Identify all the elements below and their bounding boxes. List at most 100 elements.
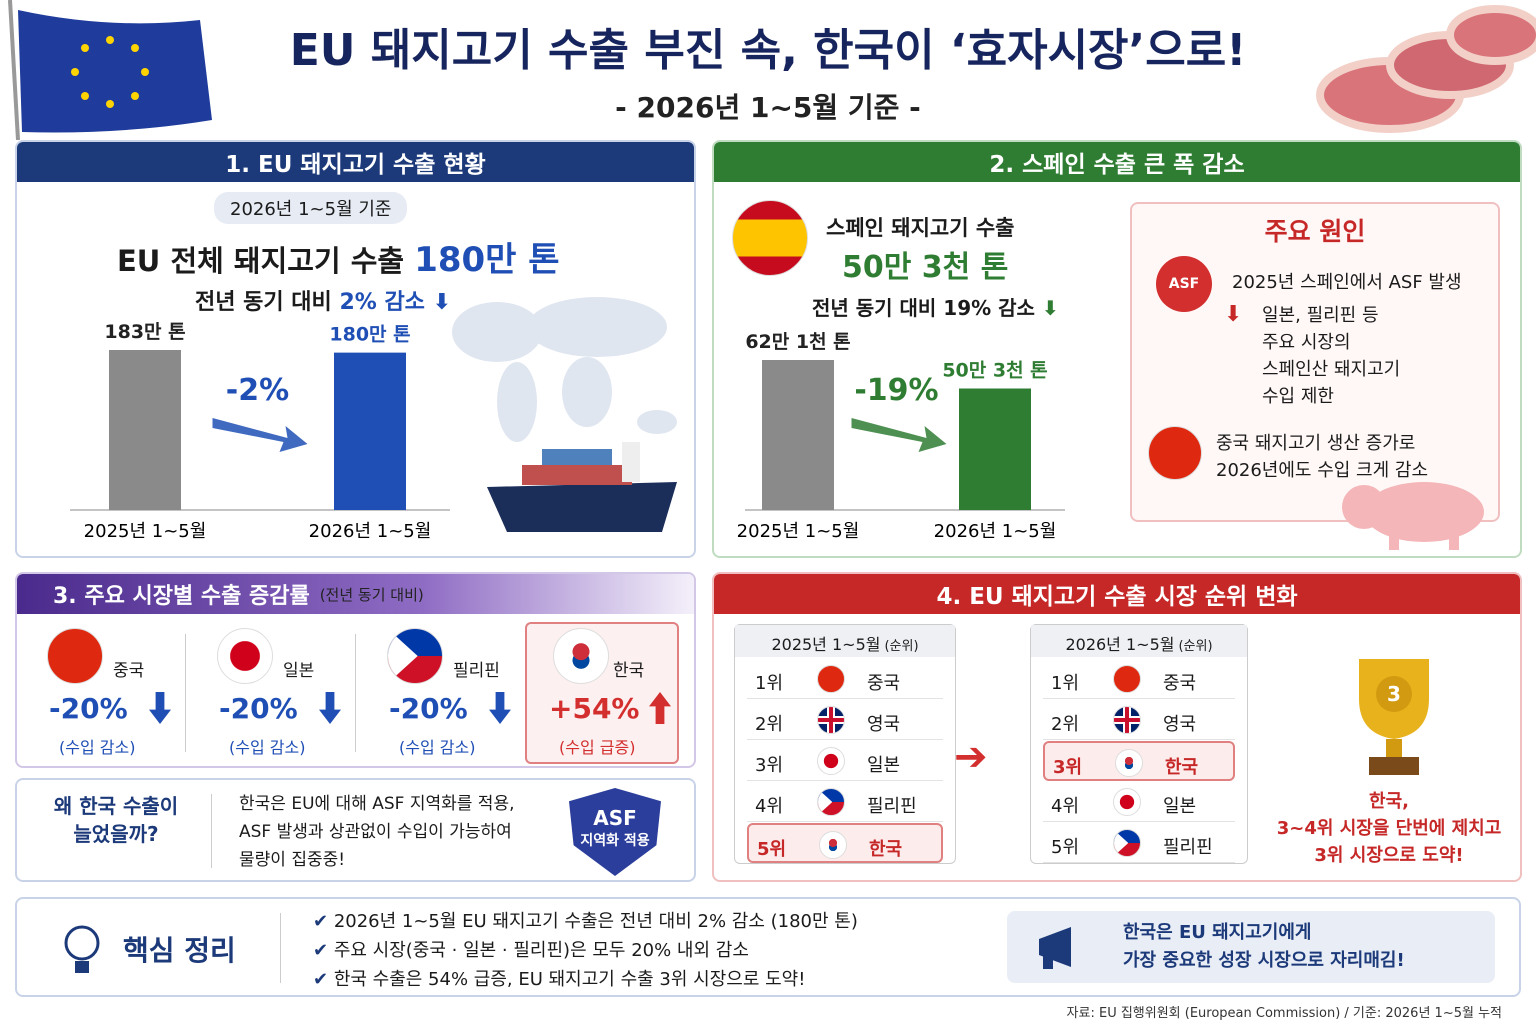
highlight-line: 3위 시장으로 도약! bbox=[1314, 845, 1464, 866]
rank: 4위 bbox=[1051, 796, 1080, 817]
bulb-icon bbox=[64, 925, 100, 973]
panel-title: 4. EU 돼지고기 수출 시장 순위 변화 bbox=[714, 574, 1520, 614]
decoration bbox=[497, 362, 537, 442]
change-text: 전년 동기 대비 19% 감소 bbox=[812, 296, 1035, 320]
decoration bbox=[562, 357, 612, 427]
flag-japan bbox=[217, 628, 273, 684]
asf-shield: ASF 지역화 적용 bbox=[569, 788, 661, 876]
flag bbox=[1113, 829, 1141, 857]
rank-row: 3위 일본 bbox=[747, 741, 943, 781]
summary-text: 주요 시장(중국 · 일본 · 필리핀)은 모두 20% 내외 감소 bbox=[333, 940, 749, 961]
change-label: -19% bbox=[854, 373, 938, 408]
flag-philippines bbox=[387, 628, 443, 684]
table-note: (순위) bbox=[884, 639, 919, 654]
change-arrow bbox=[319, 692, 341, 724]
why-text: 한국은 EU에 대해 ASF 지역화를 적용, ASF 발생과 상관없이 수입이 … bbox=[239, 790, 515, 874]
decoration bbox=[1446, 5, 1536, 65]
decoration bbox=[75, 961, 89, 973]
shield-line: 지역화 적용 bbox=[580, 833, 650, 849]
category-label: 2025년 1~5월 bbox=[737, 521, 860, 542]
summary: 핵심 정리 ✔ 2026년 1~5월 EU 돼지고기 수출은 전년 대비 2% … bbox=[15, 897, 1521, 997]
decoration bbox=[452, 302, 542, 362]
why-line: 한국은 EU에 대해 ASF 지역화를 적용, bbox=[239, 794, 515, 814]
callout-line: 한국은 EU 돼지고기에게 bbox=[1123, 922, 1312, 943]
flag bbox=[817, 788, 845, 816]
bar bbox=[959, 388, 1031, 510]
headline-text: EU 전체 돼지고기 수출 bbox=[117, 244, 405, 278]
rank: 1위 bbox=[755, 673, 784, 694]
market-note: (수입 감소) bbox=[399, 738, 476, 757]
trophy-label: 3 bbox=[1387, 682, 1401, 706]
change-label: -2% bbox=[226, 373, 289, 408]
market-note: (수입 감소) bbox=[59, 738, 136, 757]
market-name: 일본 bbox=[283, 661, 315, 681]
flag-spain bbox=[732, 200, 808, 276]
decoration bbox=[280, 913, 281, 983]
rank: 5위 bbox=[757, 839, 787, 860]
country: 필리핀 bbox=[867, 796, 917, 817]
pig bbox=[1342, 482, 1484, 550]
decoration bbox=[1342, 485, 1386, 529]
decoration bbox=[18, 10, 212, 133]
bar-chart: 62만 1천 톤 2025년 1~5월 50만 3천 톤 2026년 1~5월 -19% bbox=[737, 331, 1065, 542]
panel-title: 2. 스페인 수출 큰 폭 감소 bbox=[714, 142, 1520, 182]
decoration bbox=[1043, 955, 1053, 969]
rank-row: 2위 영국 bbox=[1043, 700, 1235, 740]
country: 한국 bbox=[869, 839, 903, 860]
cause: 중국 돼지고기 생산 증가로 2026년에도 수입 크게 감소 bbox=[1216, 430, 1428, 484]
question-line: 왜 한국 수출이 bbox=[53, 794, 179, 818]
rank-row: 4위 필리핀 bbox=[747, 782, 943, 822]
why-question: 왜 한국 수출이 늘었을까? bbox=[31, 792, 201, 848]
flag bbox=[819, 831, 847, 859]
market-name: 한국 bbox=[613, 661, 645, 681]
callout: 한국은 EU 돼지고기에게 가장 중요한 성장 시장으로 자리매김! bbox=[1007, 911, 1495, 983]
country: 필리핀 bbox=[1163, 837, 1213, 858]
panel-title-text: 3. 주요 시장별 수출 증감률 bbox=[53, 584, 310, 609]
rank: 5위 bbox=[1051, 837, 1080, 858]
flag-china bbox=[47, 628, 103, 684]
country: 영국 bbox=[1163, 714, 1197, 735]
decoration bbox=[64, 925, 100, 961]
eu-flag bbox=[8, 0, 212, 140]
decoration bbox=[185, 634, 186, 752]
highlight-line: 3~4위 시장을 단번에 제치고 bbox=[1276, 818, 1502, 839]
flag-china bbox=[1148, 426, 1202, 480]
headline: 스페인 돼지고기 수출 bbox=[826, 216, 1015, 240]
market-value: -20% bbox=[219, 692, 298, 725]
decoration bbox=[1364, 482, 1484, 542]
cause: 2025년 스페인에서 ASF 발생 bbox=[1232, 272, 1462, 293]
decoration bbox=[8, 0, 20, 140]
market-name: 필리핀 bbox=[453, 661, 500, 681]
decoration bbox=[106, 100, 114, 108]
decoration bbox=[131, 44, 139, 52]
decoration: ⬇ bbox=[432, 290, 452, 315]
decoration: ⬇ bbox=[1041, 296, 1059, 320]
cause: 일본, 필리핀 등 주요 시장의 스페인산 돼지고기 수입 제한 bbox=[1262, 302, 1400, 410]
decoration bbox=[211, 794, 212, 868]
decoration bbox=[71, 68, 79, 76]
decoration bbox=[355, 634, 356, 752]
decoration bbox=[542, 449, 612, 465]
cause-line: 일본, 필리핀 등 bbox=[1262, 305, 1379, 326]
summary-text: 한국 수출은 54% 급증, EU 돼지고기 수출 3위 시장으로 도약! bbox=[333, 969, 806, 990]
panel-spain: 2. 스페인 수출 큰 폭 감소 스페인 돼지고기 수출 50만 3천 톤 전년… bbox=[712, 140, 1522, 558]
table-period: 2025년 1~5월 bbox=[771, 635, 881, 654]
pork-image bbox=[1316, 5, 1536, 133]
country: 중국 bbox=[1163, 673, 1197, 694]
decoration bbox=[131, 92, 139, 100]
rank-table: 2025년 1~5월 (순위) 1위 중국 2위 영국 3위 일본 4위 필리핀 5위 한국 bbox=[734, 624, 956, 864]
highlight-line: 한국, bbox=[1369, 791, 1409, 812]
footer-source: 자료: EU 집행위원회 (European Commission) / 기준:… bbox=[1066, 1006, 1502, 1021]
change: 전년 동기 대비 2% 감소 ⬇ bbox=[195, 284, 451, 316]
rank: 2위 bbox=[1051, 714, 1080, 735]
country: 일본 bbox=[867, 755, 901, 776]
country: 일본 bbox=[1163, 796, 1197, 817]
rank: 2위 bbox=[755, 714, 784, 735]
asf-icon: ASF bbox=[1156, 256, 1212, 312]
table-header: 2026년 1~5월 (순위) bbox=[1031, 625, 1247, 657]
decoration bbox=[1376, 676, 1412, 712]
decoration bbox=[452, 297, 677, 442]
ship bbox=[487, 442, 677, 532]
market-value: +54% bbox=[549, 692, 640, 725]
